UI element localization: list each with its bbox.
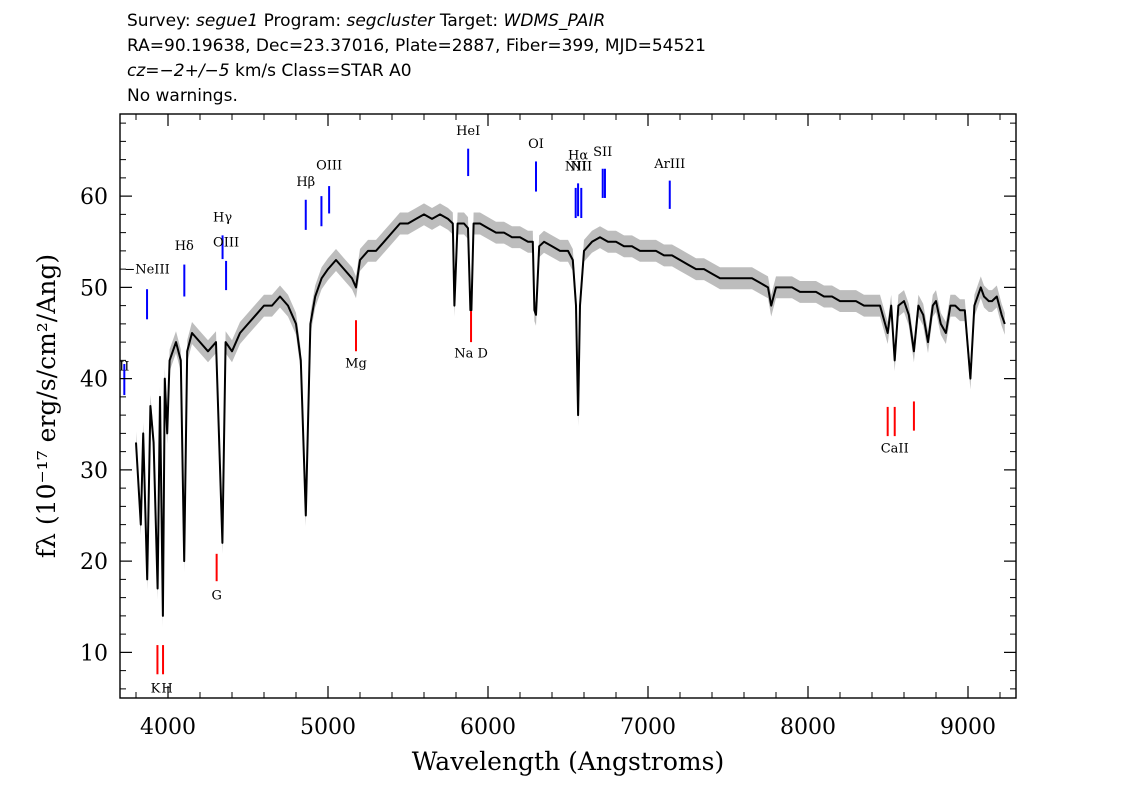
error-band [136, 203, 1005, 627]
line-marker-label: ArIII [653, 157, 685, 172]
target-label: Target: [439, 11, 499, 31]
x-tick-label: 5000 [300, 715, 356, 740]
x-axis-title: Wavelength (Angstroms) [412, 747, 724, 776]
y-tick-label: 30 [80, 459, 108, 484]
line-marker-label: SII [593, 145, 612, 160]
line-marker-label: K [151, 682, 161, 697]
y-axis-title: fλ (10⁻¹⁷ erg/s/cm²/Ang) [32, 254, 61, 558]
survey-label: Survey: [127, 11, 191, 31]
line-marker-label: −NeIII [124, 263, 169, 278]
program-value: segcluster [346, 11, 435, 31]
y-tick-label: 20 [80, 550, 108, 575]
error-band-layer [136, 203, 1005, 627]
line-marker-label: Hδ [175, 239, 194, 254]
line-marker-label: II [119, 359, 129, 374]
y-tick-label: 40 [80, 368, 108, 393]
y-tick-label: 50 [80, 276, 108, 301]
line-marker-label: Hβ [296, 175, 315, 190]
y-tick-label: 60 [80, 185, 108, 210]
line-marker-label: OI [528, 137, 544, 152]
redshift-value: cz=−2+/−5 [127, 61, 230, 81]
x-tick-label: 4000 [140, 715, 196, 740]
program-label: Program: [263, 11, 342, 31]
axis-tick-layer: 4000 5000 6000 7000 8000 9000 10 20 30 40 50 60 [80, 114, 1016, 740]
line-marker-label: Hγ [213, 211, 232, 226]
class-value: km/s Class=STAR A0 [229, 61, 412, 81]
line-marker-label: HeI [456, 124, 480, 139]
line-marker-label: Hα [568, 149, 588, 164]
header-line-1: Survey: segue1 Program: segcluster Targe… [127, 11, 605, 31]
x-tick-label: 8000 [780, 715, 836, 740]
line-marker-layer: −NeIIIHδHγOIIIHβOIIIHeIOINIIHαNIISIIArII… [119, 124, 915, 697]
line-marker-label: OIII [213, 235, 239, 250]
y-tick-label: 10 [80, 641, 108, 666]
header-line-3: cz=−2+/−5 km/s Class=STAR A0 [127, 61, 412, 81]
flux-line [135, 213, 1006, 617]
header-line-4: No warnings. [127, 86, 238, 106]
line-marker-label: CaII [881, 442, 909, 457]
line-marker-label: NII [565, 160, 587, 175]
line-marker-label: NII [570, 160, 592, 175]
line-marker-label: H [161, 682, 172, 697]
x-tick-label: 7000 [620, 715, 676, 740]
line-marker-label: Mg [345, 357, 367, 372]
line-marker-label: Na D [454, 347, 488, 362]
line-marker-label: OIII [316, 159, 342, 174]
line-marker-label: G [211, 588, 221, 603]
x-tick-label: 6000 [460, 715, 516, 740]
survey-value: segue1 [196, 11, 259, 31]
target-value: WDMS_PAIR [503, 11, 606, 31]
plot-frame [119, 113, 1017, 699]
x-tick-label: 9000 [940, 715, 996, 740]
spectrum-layer [135, 213, 1006, 617]
header-line-2: RA=90.19638, Dec=23.37016, Plate=2887, F… [127, 36, 706, 56]
